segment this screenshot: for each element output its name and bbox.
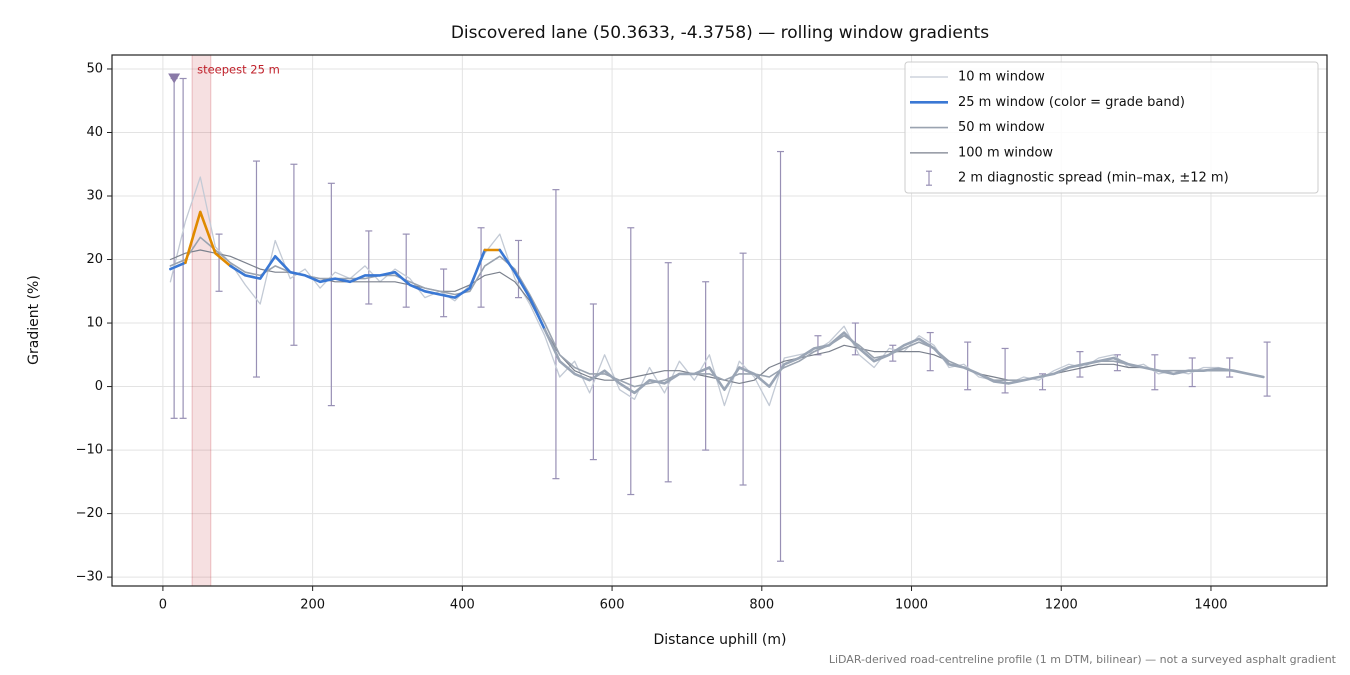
error-bar — [851, 322, 859, 356]
error-bar — [664, 262, 672, 483]
x-tick-label: 200 — [300, 598, 325, 613]
error-bar — [552, 189, 560, 480]
y-tick-label: −30 — [76, 570, 103, 585]
series-line — [229, 248, 487, 299]
error-bar — [1226, 357, 1234, 378]
highlight-label: steepest 25 m — [197, 63, 280, 77]
y-tick-label: −20 — [76, 506, 103, 521]
error-bar — [1151, 354, 1159, 391]
x-tick-label: 1000 — [895, 598, 928, 613]
legend: 10 m window 25 m window (color = grade ba… — [904, 61, 1319, 194]
y-axis-label: Gradient (%) — [26, 275, 42, 365]
x-tick-label: 800 — [749, 598, 774, 613]
chart-title: Discovered lane (50.3633, -4.3758) — rol… — [451, 23, 989, 43]
error-bar — [964, 341, 972, 391]
series-line — [169, 176, 1265, 407]
error-bar — [514, 239, 522, 299]
error-bar — [814, 335, 822, 356]
series-line — [543, 328, 1265, 395]
peak-marker — [168, 73, 181, 84]
legend-label: 2 m diagnostic spread (min–max, ±12 m) — [958, 171, 1229, 186]
series-line — [169, 261, 187, 271]
series-line — [184, 210, 232, 268]
error-bar — [215, 233, 223, 292]
legend-label: 50 m window — [958, 120, 1045, 135]
error-bar — [777, 150, 785, 562]
y-tick-label: 0 — [95, 379, 103, 394]
footnote: LiDAR-derived road-centreline profile (1… — [829, 653, 1337, 666]
highlight-band — [191, 55, 212, 586]
x-tick-label: 400 — [450, 598, 475, 613]
error-bar — [365, 230, 373, 305]
error-bar — [1001, 347, 1009, 394]
legend-label: 25 m window (color = grade band) — [958, 95, 1185, 110]
y-tick-label: 50 — [86, 61, 103, 76]
series-line — [169, 249, 1264, 384]
legend-box — [904, 61, 1319, 194]
x-tick-label: 600 — [600, 598, 625, 613]
legend-label: 10 m window — [958, 70, 1045, 85]
series-line — [498, 248, 546, 331]
x-axis-label: Distance uphill (m) — [654, 632, 787, 648]
x-tick-label: 1400 — [1194, 598, 1227, 613]
error-bar — [1263, 341, 1271, 397]
error-bar — [926, 331, 934, 372]
error-bar — [477, 227, 485, 308]
x-tick-label: 1200 — [1045, 598, 1078, 613]
y-tick-label: 30 — [86, 189, 103, 204]
error-bar — [290, 163, 298, 346]
plot-area: steepest 25 m — [169, 55, 1271, 586]
error-bar — [402, 233, 410, 308]
error-bar — [170, 77, 178, 419]
x-tick-label: 0 — [159, 598, 167, 613]
error-bar — [702, 281, 710, 451]
y-tick-label: −10 — [76, 443, 103, 458]
legend-label: 100 m window — [958, 145, 1053, 160]
y-tick-label: 10 — [86, 316, 103, 331]
plot-frame — [111, 54, 1328, 587]
y-tick-label: 40 — [86, 125, 103, 140]
y-tick-label: 20 — [86, 252, 103, 267]
error-bar — [627, 227, 635, 496]
error-bar — [327, 182, 335, 407]
error-bar — [179, 77, 187, 419]
error-bar — [252, 160, 260, 378]
